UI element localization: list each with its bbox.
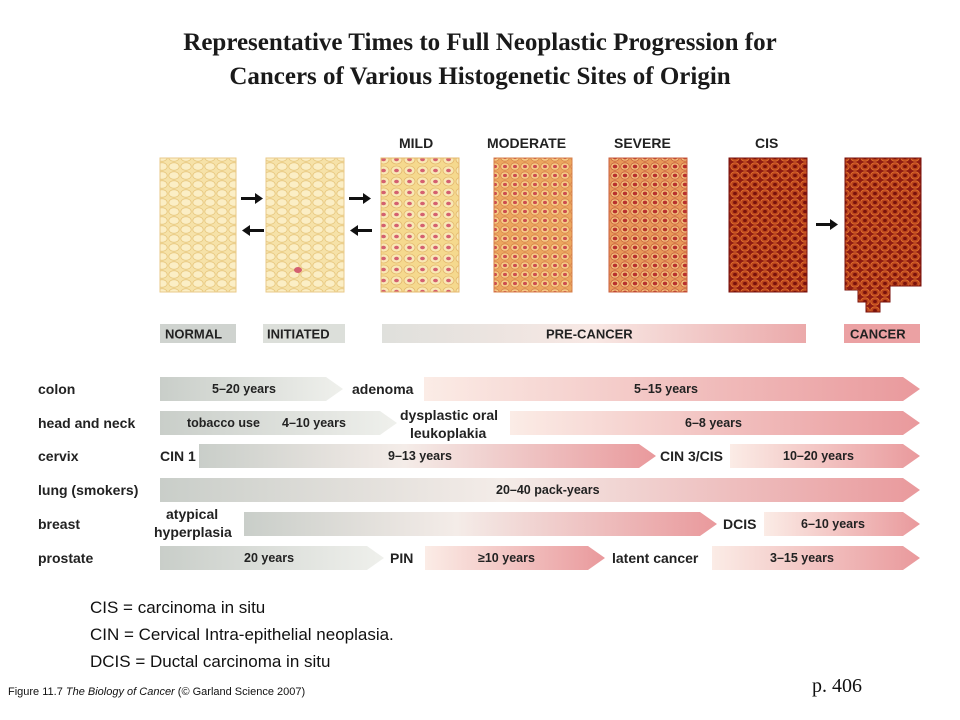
prostate-arrow-2 — [425, 546, 605, 570]
phase-label-cancer: CANCER — [850, 327, 906, 342]
breast-stage-2: hyperplasia — [154, 524, 232, 540]
stage-label-severe: SEVERE — [614, 135, 671, 151]
breast-stage-dcis: DCIS — [723, 516, 756, 532]
head-neck-stage-2: leukoplakia — [410, 425, 486, 441]
credit-prefix: Figure 11.7 — [8, 686, 66, 698]
credit-book-title: The Biology of Cancer — [65, 686, 175, 698]
phase-label-precancer: PRE-CANCER — [546, 327, 633, 342]
tissue-moderate — [493, 157, 573, 293]
colon-stage-adenoma: adenoma — [352, 381, 414, 397]
title-line-1: Representative Times to Full Neoplastic … — [183, 29, 777, 56]
breast-stage-1: atypical — [166, 506, 218, 522]
row-label-prostate: prostate — [38, 550, 93, 566]
colon-arrow-1 — [160, 377, 343, 401]
row-label-breast: breast — [38, 516, 80, 532]
lung-duration: 20–40 pack-years — [496, 483, 600, 497]
row-label-lung: lung (smokers) — [38, 482, 138, 498]
page-reference: p. 406 — [812, 675, 862, 697]
stage-label-mild: MILD — [399, 135, 433, 151]
tissue-cancer — [844, 157, 922, 313]
row-label-colon: colon — [38, 381, 75, 397]
cervix-duration-1: 9–13 years — [388, 449, 452, 463]
tissue-mild — [380, 157, 460, 293]
breast-arrow-2 — [764, 512, 920, 536]
phase-bar-precancer — [382, 324, 806, 343]
figure-credit: Figure 11.7 The Biology of Cancer (© Gar… — [8, 686, 305, 698]
cervix-arrow-1 — [199, 444, 656, 468]
cervix-stage-cin3: CIN 3/CIS — [660, 448, 723, 464]
legend-cis: CIS = carcinoma in situ — [90, 598, 266, 617]
head-neck-duration-1: 4–10 years — [282, 416, 346, 430]
head-neck-tobacco: tobacco use — [187, 416, 260, 430]
legend-dcis: DCIS = Ductal carcinoma in situ — [90, 652, 331, 671]
breast-arrow-1 — [244, 512, 717, 536]
phase-bar-normal — [160, 324, 236, 343]
phase-bar-initiated — [263, 324, 345, 343]
head-neck-arrow-2 — [510, 411, 920, 435]
prostate-stage-latent: latent cancer — [612, 550, 699, 566]
prostate-arrow-1 — [160, 546, 384, 570]
phase-label-normal: NORMAL — [165, 327, 222, 342]
colon-duration-1: 5–20 years — [212, 382, 276, 396]
credit-suffix: (© Garland Science 2007) — [174, 686, 306, 698]
arrow-initiated-mild — [349, 193, 372, 236]
tissue-cis — [728, 157, 808, 293]
head-neck-arrow-1 — [160, 411, 397, 435]
cervix-duration-2: 10–20 years — [783, 449, 854, 463]
phase-bar-cancer — [844, 324, 920, 343]
head-neck-duration-2: 6–8 years — [685, 416, 742, 430]
prostate-stage-pin: PIN — [390, 550, 413, 566]
colon-duration-2: 5–15 years — [634, 382, 698, 396]
colon-arrow-2 — [424, 377, 920, 401]
cervix-stage-cin1: CIN 1 — [160, 448, 196, 464]
tissue-initiated — [265, 157, 345, 293]
arrow-normal-initiated — [241, 193, 264, 236]
breast-duration-2: 6–10 years — [801, 517, 865, 531]
tissue-severe — [608, 157, 688, 293]
prostate-duration-2: ≥10 years — [478, 551, 535, 565]
cervix-arrow-2 — [730, 444, 920, 468]
prostate-duration-1: 20 years — [244, 551, 294, 565]
legend-cin: CIN = Cervical Intra-epithelial neoplasi… — [90, 625, 394, 644]
arrow-cis-cancer — [816, 219, 838, 230]
row-label-head-neck: head and neck — [38, 415, 135, 431]
phase-label-initiated: INITIATED — [267, 327, 330, 342]
stage-label-cis: CIS — [755, 135, 778, 151]
prostate-duration-3: 3–15 years — [770, 551, 834, 565]
title-line-2: Cancers of Various Histogenetic Sites of… — [229, 63, 731, 90]
prostate-arrow-3 — [712, 546, 920, 570]
head-neck-stage-1: dysplastic oral — [400, 407, 498, 423]
row-label-cervix: cervix — [38, 448, 79, 464]
tissue-normal — [159, 157, 237, 293]
lung-arrow — [160, 478, 920, 502]
initiated-cell-marker — [294, 267, 302, 273]
stage-label-moderate: MODERATE — [487, 135, 566, 151]
